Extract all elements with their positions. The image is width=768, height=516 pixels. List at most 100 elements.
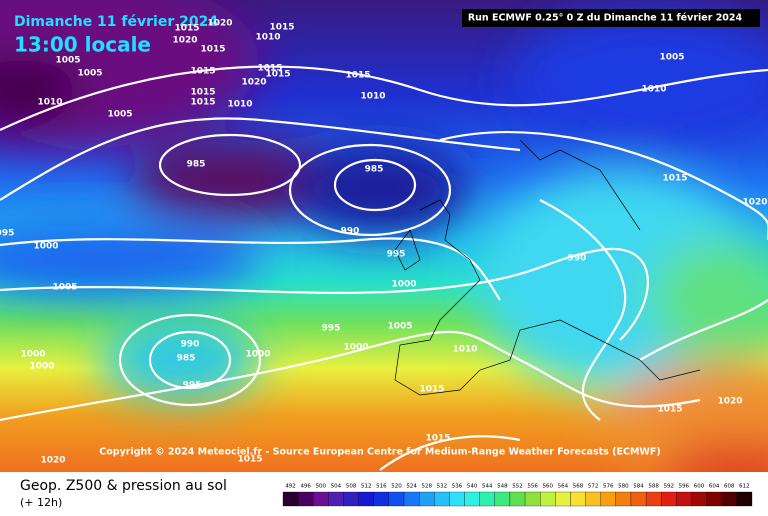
copyright: Copyright © 2024 Meteociel.fr - Source E…	[99, 447, 660, 458]
legend-label: 580	[618, 484, 629, 490]
legend-swatch	[645, 491, 662, 507]
legend-label: 524	[406, 484, 417, 490]
isobar-label: 985	[365, 165, 384, 175]
legend-label: 500	[316, 484, 327, 490]
isobar-label: 1010	[227, 100, 252, 110]
isobar-label: 1000	[245, 350, 270, 360]
legend-swatch	[494, 491, 511, 507]
isobar-label: 1015	[662, 174, 687, 184]
legend-label: 528	[421, 484, 432, 490]
legend-swatch	[540, 491, 556, 507]
legend-swatch	[661, 491, 677, 507]
legend-swatch	[358, 491, 374, 507]
legend-swatch	[464, 491, 480, 507]
legend-swatch	[479, 491, 495, 507]
isobar-label: 1005	[77, 69, 102, 79]
legend-swatch	[721, 491, 738, 507]
legend-swatch	[343, 491, 359, 507]
legend-swatch	[630, 491, 647, 507]
isobar-label: 995	[183, 381, 202, 391]
legend-label: 572	[588, 484, 599, 490]
isobar-label: 1020	[742, 198, 767, 208]
legend-label: 520	[391, 484, 402, 490]
legend-swatch	[282, 491, 299, 507]
legend-swatch	[706, 491, 722, 507]
isobar-label: 1015	[200, 45, 225, 55]
legend-label: 512	[361, 484, 372, 490]
isobar-label: 1015	[174, 24, 199, 34]
isobar-label: 1015	[425, 434, 450, 444]
isobar-label: 1020	[241, 78, 266, 88]
legend-swatch	[328, 491, 344, 507]
isobar-label: 1005	[55, 56, 80, 66]
date-label: Dimanche 11 février 2024	[14, 14, 218, 30]
isobar-label: 1010	[360, 92, 385, 102]
legend-label: 508	[346, 484, 357, 490]
isobar-label: 1010	[255, 33, 280, 43]
isobar-label: 990	[341, 227, 360, 237]
legend-swatch	[434, 491, 450, 507]
coastlines	[394, 139, 701, 396]
legend-swatch	[388, 491, 405, 507]
isobar-label: 1015	[237, 455, 262, 465]
run-box	[462, 9, 760, 27]
isobar-label: 1020	[40, 456, 65, 466]
legend-swatch	[676, 491, 692, 507]
legend-label: 596	[679, 484, 690, 490]
isobar-label: 1000	[33, 242, 58, 252]
legend-swatch	[600, 491, 616, 507]
legend-label: 548	[497, 484, 508, 490]
isobar-label: 1010	[452, 345, 477, 355]
field	[0, 0, 768, 472]
isobar-label: 1015	[419, 385, 444, 395]
time-label: 13:00 locale	[14, 33, 151, 57]
legend-label: 588	[648, 484, 659, 490]
isobars	[0, 65, 768, 471]
isobar-label: 1015	[257, 64, 282, 74]
legend-label: 592	[664, 484, 675, 490]
legend-label: 564	[558, 484, 569, 490]
legend-swatch	[615, 491, 632, 507]
isobar-label: 1015	[265, 70, 290, 80]
isobar-label: 1015	[190, 98, 215, 108]
isobar-label: 1005	[107, 110, 132, 120]
isobar-label: 1000	[20, 350, 45, 360]
legend-label: 560	[543, 484, 554, 490]
legend-label: 532	[437, 484, 448, 490]
legend-label: 504	[331, 484, 342, 490]
isobar-label: 1005	[659, 53, 684, 63]
legend-label: 568	[573, 484, 584, 490]
legend-swatch	[449, 491, 465, 507]
legend-label: 556	[527, 484, 538, 490]
isobar-label: 985	[177, 354, 196, 364]
legend-label: 492	[285, 484, 296, 490]
isobar-label: 985	[187, 160, 206, 170]
isobar-label: 1000	[343, 343, 368, 353]
isobar-label: 995	[387, 250, 406, 260]
isobar-label: 1005	[387, 322, 412, 332]
legend-swatch	[313, 491, 329, 507]
legend-label: 544	[482, 484, 493, 490]
footer-title: Geop. Z500 & pression au sol	[20, 478, 227, 494]
legend-swatch	[403, 491, 420, 507]
legend-swatch	[736, 491, 753, 507]
legend-label: 516	[376, 484, 387, 490]
legend-swatch	[691, 491, 707, 507]
legend-swatch	[509, 491, 526, 507]
isobar-label: 1015	[345, 71, 370, 81]
isobar-label: 1015	[269, 23, 294, 33]
legend-swatch	[585, 491, 601, 507]
isobar-label: 1005	[52, 283, 77, 293]
legend-label: 608	[724, 484, 735, 490]
legend-swatch	[555, 491, 571, 507]
isobar-label: 1015	[657, 405, 682, 415]
legend-label: 604	[709, 484, 720, 490]
isobar-label: 1000	[29, 362, 54, 372]
legend-label: 600	[694, 484, 705, 490]
isobar-label: 1020	[207, 19, 232, 29]
isobar-label: 1010	[37, 98, 62, 108]
legend-swatch	[419, 491, 435, 507]
legend-label: 496	[300, 484, 311, 490]
